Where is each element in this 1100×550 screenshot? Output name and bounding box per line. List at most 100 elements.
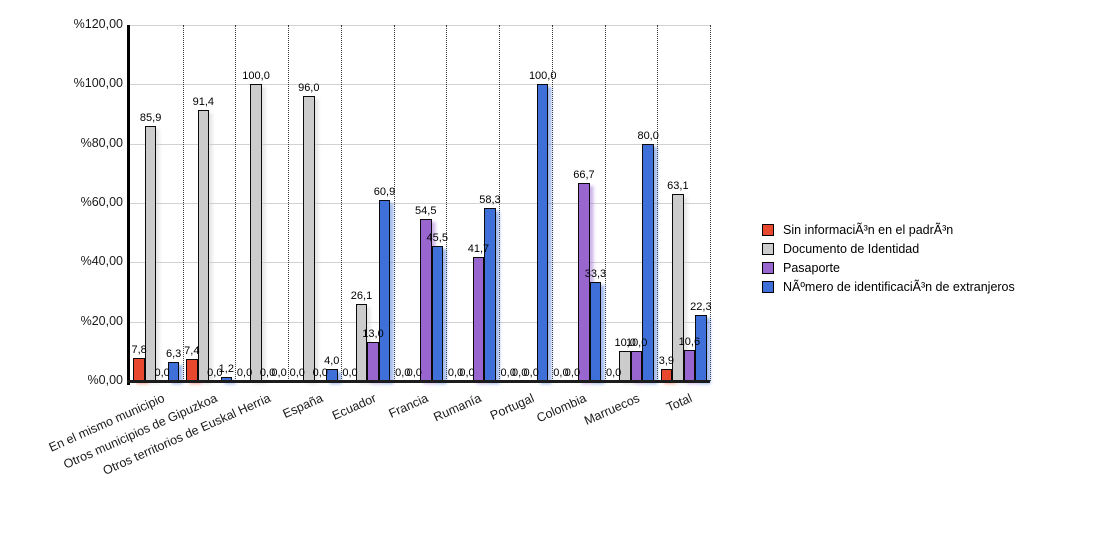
bar-value-label: 0,0 — [459, 367, 475, 379]
bar-value-label: 80,0 — [637, 129, 659, 142]
bar-value-label: 41,7 — [467, 243, 490, 256]
bar — [695, 314, 707, 381]
bar-value-label: 0,0 — [447, 367, 464, 379]
bar-value-label: 0,0 — [271, 367, 287, 379]
y-tick-label: %40,00 — [80, 254, 123, 269]
x-category-label: Francia — [386, 391, 431, 421]
y-tick-label: %20,00 — [80, 313, 123, 328]
legend-swatch — [762, 280, 774, 293]
bar — [133, 357, 145, 381]
y-tick-label: %80,00 — [80, 135, 123, 150]
bar — [683, 349, 696, 381]
bar — [484, 208, 496, 381]
x-category-label: Marruecos — [581, 391, 642, 428]
x-category-label: Rumanía — [431, 391, 484, 425]
x-category-label: Portugal — [487, 391, 537, 423]
legend-label: Documento de Identidad — [783, 241, 920, 256]
bar-value-label: 85,9 — [139, 112, 162, 125]
bar-value-label: 0,0 — [523, 367, 539, 379]
category-separator — [499, 25, 501, 381]
legend-item: Sin informaciÃ³n en el padrÃ³n — [762, 220, 1015, 239]
bar-value-label: 0,0 — [553, 367, 569, 379]
y-axis-line — [127, 25, 130, 385]
bar-value-label: 1,2 — [218, 363, 234, 376]
category-separator — [288, 25, 290, 381]
legend-item: Documento de Identidad — [762, 239, 1015, 258]
gridline — [130, 25, 710, 26]
bar-value-label: 54,5 — [415, 205, 437, 218]
x-category-label: España — [280, 391, 326, 422]
bar-value-label: 91,4 — [192, 95, 215, 108]
legend-swatch — [762, 261, 774, 274]
category-separator — [393, 25, 395, 381]
category-separator — [551, 25, 553, 381]
bar-value-label: 0,0 — [606, 367, 622, 379]
bar-value-label: 0,0 — [207, 367, 223, 379]
bar-value-label: 0,0 — [154, 367, 170, 379]
legend-item: NÃºmero de identificaciÃ³n de extranjero… — [762, 277, 1015, 296]
bar-value-label: 26,1 — [350, 289, 373, 302]
bar-value-label: 6,3 — [165, 348, 182, 361]
bar — [578, 183, 590, 381]
y-tick-label: %0,00 — [87, 373, 123, 387]
bar — [367, 342, 379, 381]
bar — [144, 126, 157, 381]
bar-value-label: 4,0 — [324, 355, 340, 368]
bar — [303, 96, 315, 381]
bar — [536, 84, 549, 381]
y-tick-label: %100,00 — [73, 76, 123, 91]
legend-item: Pasaporte — [762, 258, 1015, 277]
bar-value-label: 0,0 — [564, 367, 581, 379]
bar — [589, 282, 602, 381]
bar-value-label: 22,3 — [690, 300, 712, 313]
bar-value-label: 13,0 — [362, 328, 384, 341]
bar-value-label: 0,0 — [395, 367, 411, 379]
gridline — [130, 143, 710, 145]
bar-value-label: 7,4 — [184, 345, 200, 358]
legend-label: NÃºmero de identificaciÃ³n de extranjero… — [783, 279, 1015, 294]
legend-label: Sin informaciÃ³n en el padrÃ³n — [783, 222, 954, 237]
bar-value-label: 63,1 — [667, 179, 689, 192]
x-axis-line — [127, 380, 710, 383]
bar-value-label: 33,3 — [584, 268, 607, 281]
x-category-label: Colombia — [534, 391, 589, 426]
bar-value-label: 60,9 — [373, 186, 396, 199]
bar-value-label: 7,8 — [131, 343, 147, 356]
bar-value-label: 58,3 — [479, 194, 501, 207]
bar-value-label: 96,0 — [298, 82, 320, 95]
bar-value-label: 0,0 — [500, 367, 516, 379]
legend-swatch — [762, 223, 774, 236]
category-separator — [446, 25, 448, 381]
category-separator — [235, 25, 237, 381]
plot-area: 7,8 7,4 0,0 0,0 0,0 0,0 0,0 0,0 0,0 0,0 3,9 85,9 91,… — [127, 25, 712, 385]
x-category-label: Ecuador — [329, 391, 378, 423]
bar-value-label: 100,0 — [528, 70, 557, 83]
bar — [431, 246, 443, 381]
bar-value-label: 0,0 — [236, 367, 253, 379]
bar-value-label: 45,5 — [426, 232, 448, 245]
bar-value-label: 3,9 — [658, 355, 675, 368]
bar-value-label: 0,0 — [289, 367, 305, 379]
bar — [378, 200, 391, 381]
bar-value-label: 100,0 — [242, 70, 270, 83]
bar-value-label: 0,0 — [512, 367, 528, 379]
category-separator — [604, 25, 606, 381]
bar-value-label: 0,0 — [342, 367, 358, 379]
category-separator — [710, 25, 711, 381]
category-separator — [182, 25, 184, 381]
x-category-label: Total — [664, 391, 695, 415]
bar-value-label: 0,0 — [406, 367, 422, 379]
bar-value-label: 0,0 — [312, 367, 328, 379]
category-separator — [657, 25, 659, 381]
y-tick-label: %120,00 — [73, 17, 123, 31]
bar-value-label: 66,7 — [573, 169, 595, 182]
y-axis-labels: %0,00 %20,00 %40,00 %60,00 %80,00 %100,00 %120… — [0, 0, 123, 550]
bar-value-label: 10,0 — [614, 337, 636, 350]
legend: Sin informaciÃ³n en el padrÃ³n Documento … — [762, 220, 1015, 296]
y-tick-label: %60,00 — [80, 195, 123, 209]
bar-value-label: 10,6 — [678, 335, 701, 348]
gridline — [130, 84, 710, 86]
bar — [186, 359, 198, 381]
legend-swatch — [762, 242, 774, 255]
